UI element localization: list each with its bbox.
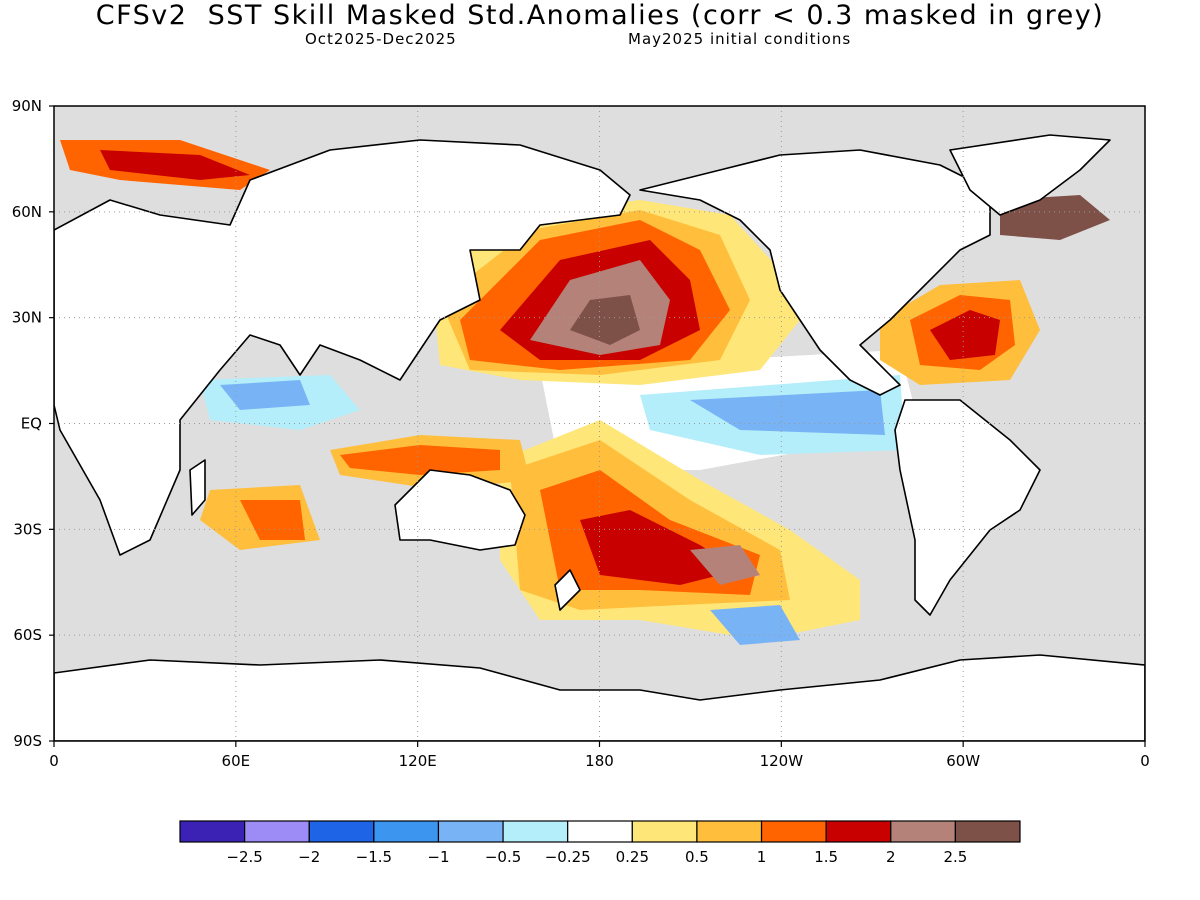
colorbar-swatch [308, 820, 375, 843]
anomaly-region [710, 605, 800, 645]
anomaly-region [340, 445, 500, 475]
colorbar-label: −1 [427, 848, 449, 866]
colorbar-label: 1 [757, 848, 767, 866]
anomaly-region [930, 310, 1000, 360]
anomaly-region [690, 545, 760, 585]
lat-tick-label: 60S [13, 626, 42, 644]
colorbar-swatch [179, 820, 246, 843]
land-greenland [949, 134, 1111, 216]
map-title: CFSv2 SST Skill Masked Std.Anomalies (co… [95, 0, 1105, 31]
land-north-america [639, 149, 991, 396]
colorbar-swatch [890, 820, 956, 843]
colorbar-label: −2.5 [226, 848, 262, 866]
anomaly-region [570, 295, 640, 345]
colorbar: −2.5 −2 −1.5 −1 −0.5 −0.25 0.25 0.5 1 1.5 2 2.5 [179, 820, 1021, 866]
colorbar-swatch [760, 820, 827, 843]
continents [54, 134, 1145, 741]
anomaly-region [580, 510, 740, 585]
colorbar-label: 2 [886, 848, 896, 866]
anomaly-region [220, 380, 310, 410]
lon-tick-label: 60W [946, 752, 980, 770]
longitude-axis: 0 60E 120E 180 120W 60W 0 [49, 741, 1150, 770]
graticule [54, 106, 1145, 741]
lon-tick-label: 0 [1140, 752, 1150, 770]
lat-tick-label: EQ [21, 415, 42, 433]
period-subtitle: Oct2025-Dec2025 [305, 30, 457, 48]
colorbar-label: 1.5 [814, 848, 838, 866]
colorbar-swatch [631, 820, 698, 843]
lat-tick-label: 60N [12, 203, 42, 221]
colorbar-swatch [567, 820, 633, 843]
lon-tick-label: 60E [222, 752, 251, 770]
colorbar-label: −0.5 [485, 848, 521, 866]
colorbar-swatch [502, 820, 569, 843]
colorbar-label: −0.25 [545, 848, 591, 866]
land-madagascar [189, 459, 206, 516]
colorbar-label: −2 [298, 848, 320, 866]
colorbar-label: −1.5 [356, 848, 392, 866]
colorbar-label: 2.5 [943, 848, 967, 866]
anomaly-region [240, 500, 305, 540]
lat-tick-label: 90N [12, 97, 42, 115]
lat-tick-label: 90S [13, 732, 42, 750]
land-eurasia-africa [54, 139, 631, 556]
colorbar-swatch [696, 820, 763, 843]
colorbar-swatch [437, 820, 504, 843]
lat-tick-label: 30S [13, 520, 42, 538]
lat-tick-label: 30N [12, 309, 42, 327]
colorbar-label: 0.5 [685, 848, 709, 866]
lon-tick-label: 0 [49, 752, 59, 770]
latitude-axis: 90N 60N 30N EQ 30S 60S 90S [12, 97, 54, 750]
colorbar-swatch [954, 820, 1021, 843]
colorbar-swatch [825, 820, 892, 843]
land-south-america [894, 399, 1041, 616]
lon-tick-label: 120W [760, 752, 804, 770]
anomaly-region [1000, 195, 1110, 240]
land-antarctica [54, 654, 1145, 741]
land-australia [394, 469, 526, 551]
anomaly-region [690, 390, 885, 435]
colorbar-swatch [244, 820, 310, 843]
anomaly-region [100, 150, 250, 180]
colorbar-swatch [373, 820, 440, 843]
land-new-zealand [554, 569, 581, 611]
lon-tick-label: 120E [399, 752, 437, 770]
colorbar-label: 0.25 [616, 848, 649, 866]
lon-tick-label: 180 [585, 752, 614, 770]
initial-conditions-subtitle: May2025 initial conditions [628, 30, 852, 48]
